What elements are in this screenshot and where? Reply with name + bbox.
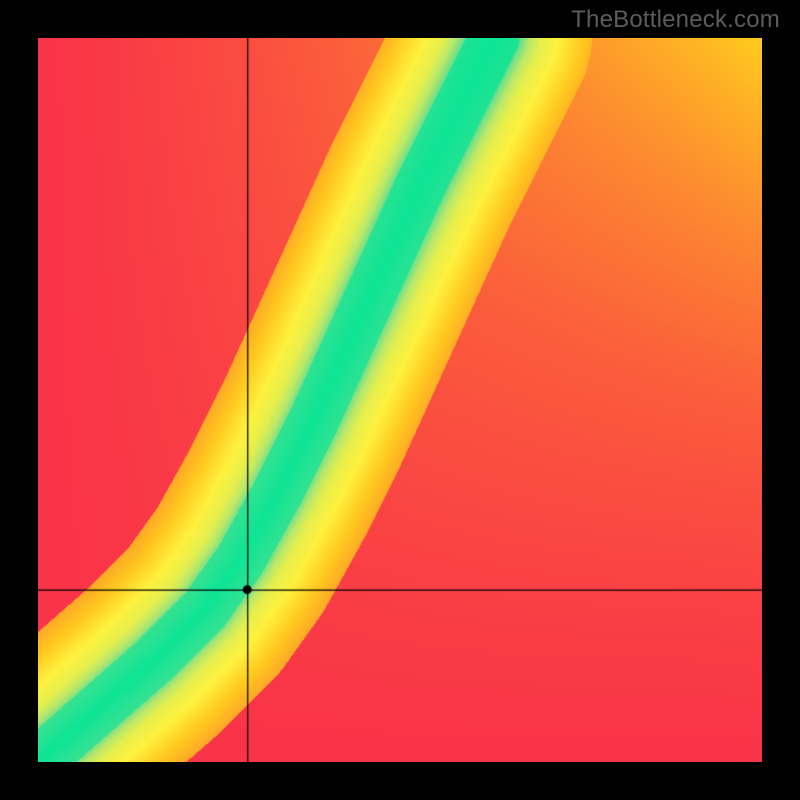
heatmap-canvas bbox=[38, 38, 762, 762]
watermark-text: TheBottleneck.com bbox=[571, 6, 780, 34]
heatmap-plot bbox=[38, 38, 762, 762]
